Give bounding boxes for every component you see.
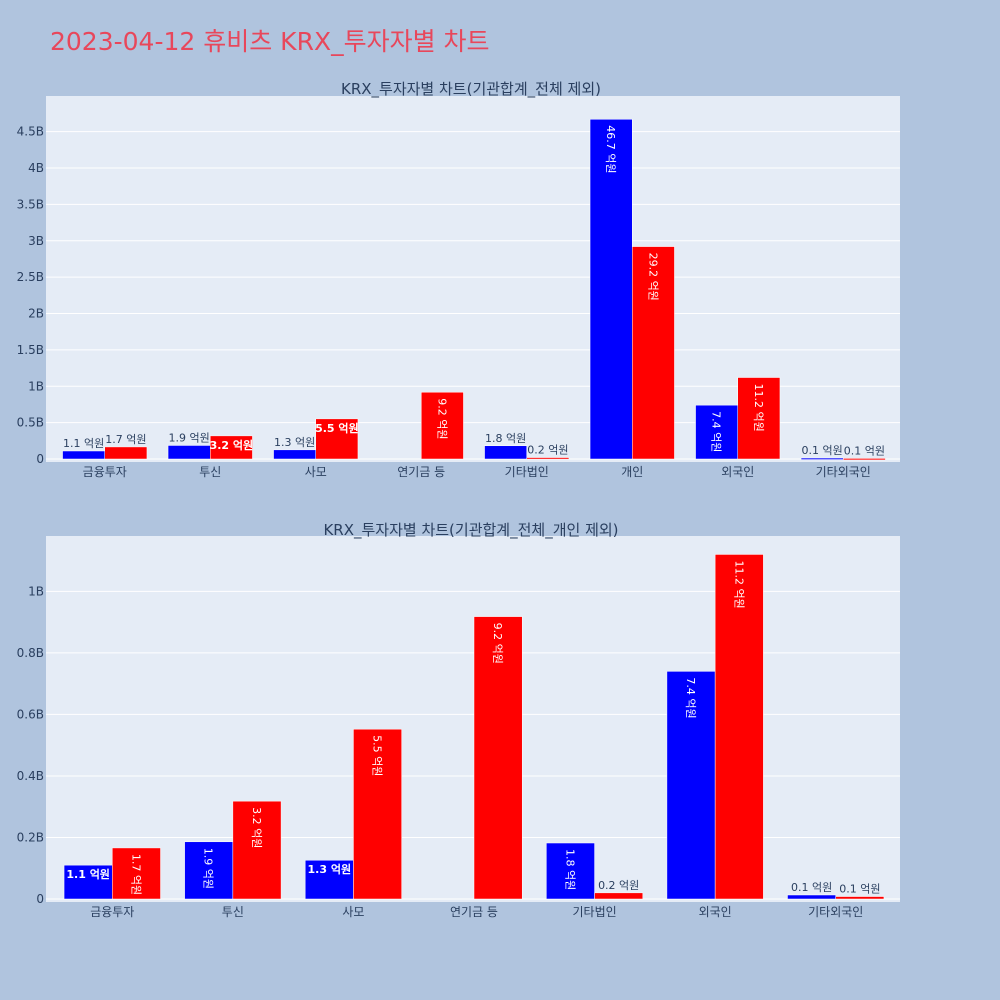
x-tick-label: 기타법인 bbox=[572, 905, 616, 919]
bar bbox=[737, 377, 781, 460]
y-tick-label: 0.4B bbox=[17, 769, 44, 783]
bar bbox=[666, 671, 716, 900]
bar bbox=[62, 450, 105, 460]
bar bbox=[714, 554, 764, 900]
data-label: 1.8 억원 bbox=[485, 432, 526, 445]
data-label: 7.4 억원 bbox=[710, 411, 723, 452]
data-label: 1.1 억원 bbox=[66, 867, 110, 881]
x-tick-label: 사모 bbox=[305, 465, 327, 479]
bar bbox=[546, 842, 595, 900]
bar bbox=[104, 446, 148, 460]
data-label: 5.5 억원 bbox=[371, 735, 384, 776]
data-label: 11.2 억원 bbox=[732, 560, 745, 608]
x-tick-label: 기타법인 bbox=[505, 465, 549, 479]
y-tick-label: 0 bbox=[36, 892, 44, 906]
bar bbox=[184, 841, 234, 900]
data-label: 0.2 억원 bbox=[527, 444, 568, 457]
data-label: 3.2 억원 bbox=[250, 807, 263, 848]
y-tick-label: 0.8B bbox=[17, 646, 44, 660]
data-label: 11.2 억원 bbox=[752, 384, 765, 432]
y-tick-label: 0 bbox=[36, 452, 44, 466]
y-tick-label: 0.5B bbox=[17, 416, 44, 430]
y-tick-label: 4.5B bbox=[17, 125, 44, 139]
data-label: 1.7 억원 bbox=[129, 854, 142, 895]
bar bbox=[800, 457, 844, 460]
x-tick-label: 투신 bbox=[222, 905, 244, 919]
bar bbox=[63, 864, 113, 900]
x-tick-label: 기타외국인 bbox=[816, 465, 871, 479]
data-label: 9.2 억원 bbox=[435, 398, 448, 439]
data-label: 1.3 억원 bbox=[308, 862, 352, 876]
x-tick-label: 외국인 bbox=[699, 905, 732, 919]
bar bbox=[484, 445, 527, 460]
bar bbox=[421, 391, 464, 460]
x-tick-label: 외국인 bbox=[721, 465, 754, 479]
bar bbox=[473, 616, 523, 900]
data-label: 0.1 억원 bbox=[791, 881, 832, 894]
data-label: 1.7 억원 bbox=[105, 433, 146, 446]
data-label: 9.2 억원 bbox=[491, 623, 504, 664]
bar bbox=[112, 847, 161, 900]
x-tick-label: 연기금 등 bbox=[450, 905, 498, 919]
y-tick-label: 2.5B bbox=[17, 270, 44, 284]
data-label: 1.3 억원 bbox=[274, 436, 315, 449]
y-tick-label: 2B bbox=[28, 307, 44, 321]
bar bbox=[353, 728, 402, 900]
x-tick-label: 금융투자 bbox=[90, 905, 134, 919]
chart-title: KRX_투자자별 차트(기관합계_전체 제외) bbox=[341, 80, 601, 99]
bar bbox=[315, 418, 359, 460]
bar bbox=[210, 435, 253, 460]
y-tick-label: 3.5B bbox=[17, 197, 44, 211]
bar bbox=[632, 246, 675, 460]
chart-2: 0 0.2B 0.4B 0.6B 0.8B 1B KRX_투자자별 차트(기관합계_전체_개… bbox=[17, 521, 900, 919]
data-label: 1.1 억원 bbox=[63, 437, 104, 450]
data-label: 0.1 억원 bbox=[844, 444, 885, 457]
page-title: 2023-04-12 휴비츠 KRX_투자자별 차트 bbox=[50, 27, 490, 56]
data-label: 3.2 억원 bbox=[210, 438, 254, 452]
x-tick-label: 개인 bbox=[621, 465, 643, 479]
data-label: 5.5 억원 bbox=[315, 421, 359, 435]
bar bbox=[695, 404, 738, 460]
chart-1: 0 0.5B 1B 1.5B 2B 2.5B 3B 3.5B 4B 4.5B KRX_투자자별 차트… bbox=[17, 80, 900, 479]
x-tick-label: 투신 bbox=[199, 465, 221, 479]
y-tick-label: 3B bbox=[28, 234, 44, 248]
bar bbox=[167, 445, 211, 460]
data-label: 0.1 억원 bbox=[839, 883, 880, 896]
x-tick-label: 연기금 등 bbox=[397, 465, 445, 479]
data-label: 0.2 억원 bbox=[598, 879, 639, 892]
bar bbox=[273, 449, 316, 460]
y-tick-label: 4B bbox=[28, 161, 44, 175]
bar bbox=[843, 458, 886, 461]
x-tick-label: 사모 bbox=[342, 905, 364, 919]
x-tick-label: 기타외국인 bbox=[808, 905, 863, 919]
bar bbox=[589, 119, 633, 460]
bar bbox=[835, 896, 885, 900]
data-label: 46.7 억원 bbox=[604, 125, 617, 173]
y-tick-label: 1.5B bbox=[17, 343, 44, 357]
bar bbox=[787, 894, 836, 900]
y-tick-label: 0.6B bbox=[17, 707, 44, 721]
data-label: 1.9 억원 bbox=[169, 431, 210, 444]
x-tick-label: 금융투자 bbox=[83, 465, 127, 479]
y-tick-label: 1B bbox=[28, 584, 44, 598]
data-label: 0.1 억원 bbox=[802, 444, 843, 457]
data-label: 1.9 억원 bbox=[202, 848, 215, 889]
bar bbox=[526, 457, 570, 460]
bar bbox=[304, 859, 354, 900]
y-tick-label: 1B bbox=[28, 379, 44, 393]
data-label: 29.2 억원 bbox=[646, 253, 659, 301]
y-tick-label: 0.2B bbox=[17, 830, 44, 844]
bar bbox=[232, 800, 282, 900]
data-label: 1.8 억원 bbox=[563, 849, 576, 890]
data-label: 7.4 억원 bbox=[684, 677, 697, 718]
chart-title: KRX_투자자별 차트(기관합계_전체_개인 제외) bbox=[323, 521, 618, 540]
bar bbox=[594, 892, 644, 900]
